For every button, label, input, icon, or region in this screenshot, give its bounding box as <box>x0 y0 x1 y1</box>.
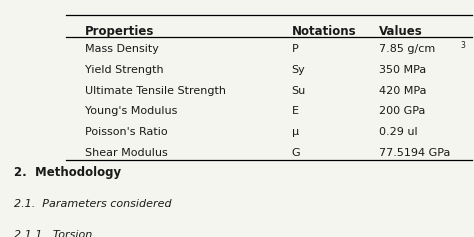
Text: Properties: Properties <box>85 25 155 38</box>
Text: G: G <box>292 148 300 158</box>
Text: Shear Modulus: Shear Modulus <box>85 148 168 158</box>
Text: Values: Values <box>379 25 423 38</box>
Text: 7.85 g/cm: 7.85 g/cm <box>379 44 436 54</box>
Text: Sy: Sy <box>292 65 305 75</box>
Text: 3: 3 <box>461 41 465 50</box>
Text: Mass Density: Mass Density <box>85 44 159 54</box>
Text: Su: Su <box>292 86 306 96</box>
Text: E: E <box>292 106 299 116</box>
Text: 77.5194 GPa: 77.5194 GPa <box>379 148 451 158</box>
Text: 420 MPa: 420 MPa <box>379 86 427 96</box>
Text: P: P <box>292 44 298 54</box>
Text: Poisson's Ratio: Poisson's Ratio <box>85 127 168 137</box>
Text: μ: μ <box>292 127 299 137</box>
Text: 200 GPa: 200 GPa <box>379 106 426 116</box>
Text: Yield Strength: Yield Strength <box>85 65 164 75</box>
Text: Notations: Notations <box>292 25 356 38</box>
Text: 2.1.1.  Torsion.: 2.1.1. Torsion. <box>14 230 96 237</box>
Text: Ultimate Tensile Strength: Ultimate Tensile Strength <box>85 86 226 96</box>
Text: 350 MPa: 350 MPa <box>379 65 427 75</box>
Text: 0.29 ul: 0.29 ul <box>379 127 418 137</box>
Text: 2.  Methodology: 2. Methodology <box>14 166 121 179</box>
Text: 2.1.  Parameters considered: 2.1. Parameters considered <box>14 199 172 209</box>
Text: Young's Modulus: Young's Modulus <box>85 106 178 116</box>
